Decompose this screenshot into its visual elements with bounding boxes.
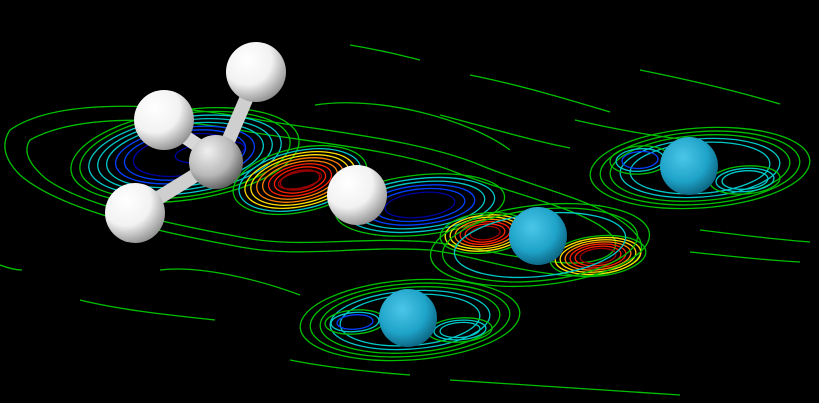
surface-atom (509, 207, 567, 265)
contour-line (384, 191, 456, 219)
contour-line (721, 170, 769, 190)
contour-line (689, 251, 801, 263)
contour-line (464, 223, 506, 243)
methane-molecule (105, 42, 387, 243)
contour-line (579, 247, 617, 265)
hydrogen-atom (105, 183, 165, 243)
contour-line (439, 114, 571, 149)
contour-line (279, 169, 321, 191)
contour-line (0, 264, 23, 271)
surface-atoms (379, 137, 718, 347)
contour-line (273, 166, 327, 194)
contour-line (330, 311, 380, 333)
contour-line (349, 44, 421, 61)
contour-line (261, 160, 339, 200)
contour-line (589, 126, 811, 210)
contour-line (79, 299, 216, 321)
contour-line (429, 202, 651, 288)
surface-atom (660, 137, 718, 195)
contour-line (469, 74, 611, 113)
contour-line (374, 187, 466, 223)
contour-line (232, 145, 368, 215)
contour-line (639, 69, 781, 105)
carbon-atom (189, 135, 243, 189)
contour-line (319, 286, 501, 354)
contour-line (159, 268, 301, 296)
hydrogen-atom (134, 90, 194, 150)
contour-line (309, 282, 511, 358)
contour-line (699, 229, 811, 243)
contour-line (314, 102, 511, 151)
contour-line (621, 150, 659, 170)
contour-line (336, 314, 374, 330)
contour-line (267, 163, 333, 197)
contour-line (277, 170, 323, 190)
contour-line (564, 241, 632, 271)
surface-atom (379, 289, 437, 347)
contour-line (469, 225, 501, 241)
contour-line (289, 359, 411, 376)
contour-line (559, 239, 637, 273)
contour-line (433, 319, 487, 341)
contour-line (574, 119, 691, 141)
contour-line (715, 167, 775, 193)
contour-line (299, 278, 521, 362)
hydrogen-atom (327, 165, 387, 225)
hydrogen-atom (226, 42, 286, 102)
contour-line (599, 130, 801, 206)
contour-line (609, 134, 791, 202)
contour-line (574, 245, 622, 267)
contour-line (439, 321, 481, 339)
contour-line (449, 379, 681, 396)
